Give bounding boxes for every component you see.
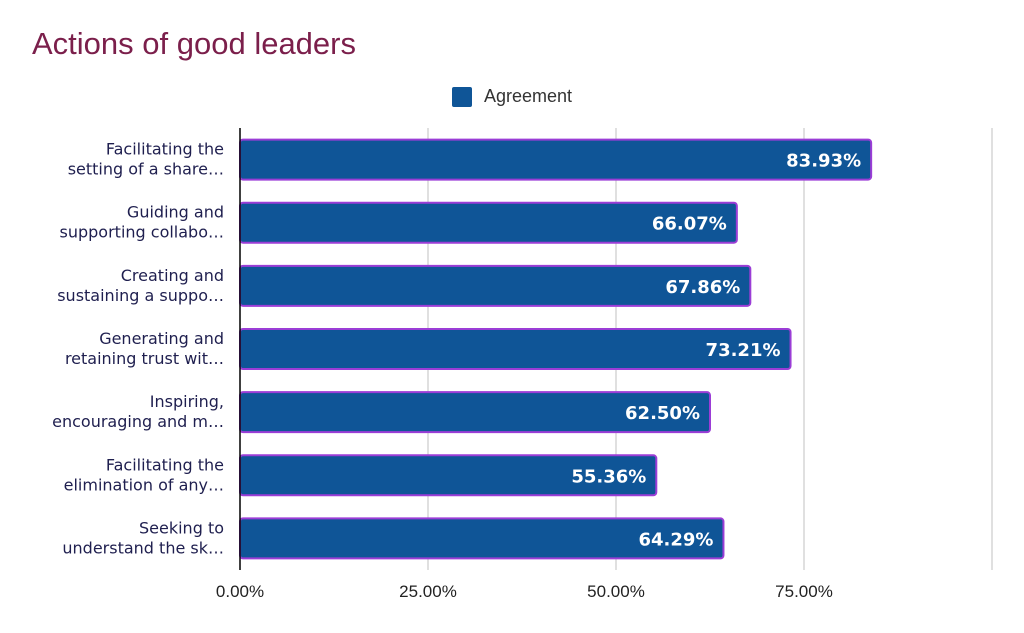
category-label: sustaining a suppo… <box>57 286 224 305</box>
category-label: Seeking to <box>139 518 224 537</box>
bar-value-label: 66.07% <box>652 214 727 235</box>
bar-value-label: 62.50% <box>625 403 700 424</box>
x-tick-label: 50.00% <box>587 582 645 601</box>
legend-label-agreement: Agreement <box>483 86 573 106</box>
category-label: Facilitating the <box>106 140 224 159</box>
category-label: Guiding and <box>127 203 224 222</box>
x-tick-label: 25.00% <box>399 582 457 601</box>
category-label: understand the sk… <box>62 538 224 557</box>
bar-value-label: 73.21% <box>706 340 781 361</box>
category-label: elimination of any… <box>64 475 224 494</box>
category-label: Generating and <box>99 329 224 348</box>
bar-value-label: 67.86% <box>665 277 740 298</box>
category-label: Facilitating the <box>106 455 224 474</box>
category-label: setting of a share… <box>68 160 224 179</box>
category-label: Inspiring, <box>150 392 224 411</box>
x-tick-label: 0.00% <box>216 582 264 601</box>
x-tick-label: 75.00% <box>775 582 833 601</box>
chart-title: Actions of good leaders <box>32 26 356 61</box>
legend-swatch <box>451 86 472 107</box>
category-label: retaining trust wit… <box>65 349 224 368</box>
category-label: encouraging and m… <box>52 412 224 431</box>
bar-value-label: 55.36% <box>571 466 646 487</box>
legend: Agreement <box>0 86 1024 107</box>
bar <box>239 138 873 181</box>
category-label: supporting collabo… <box>60 223 224 242</box>
bar-value-label: 64.29% <box>638 529 713 550</box>
category-label: Creating and <box>121 266 224 285</box>
bar-value-label: 83.93% <box>786 151 861 172</box>
